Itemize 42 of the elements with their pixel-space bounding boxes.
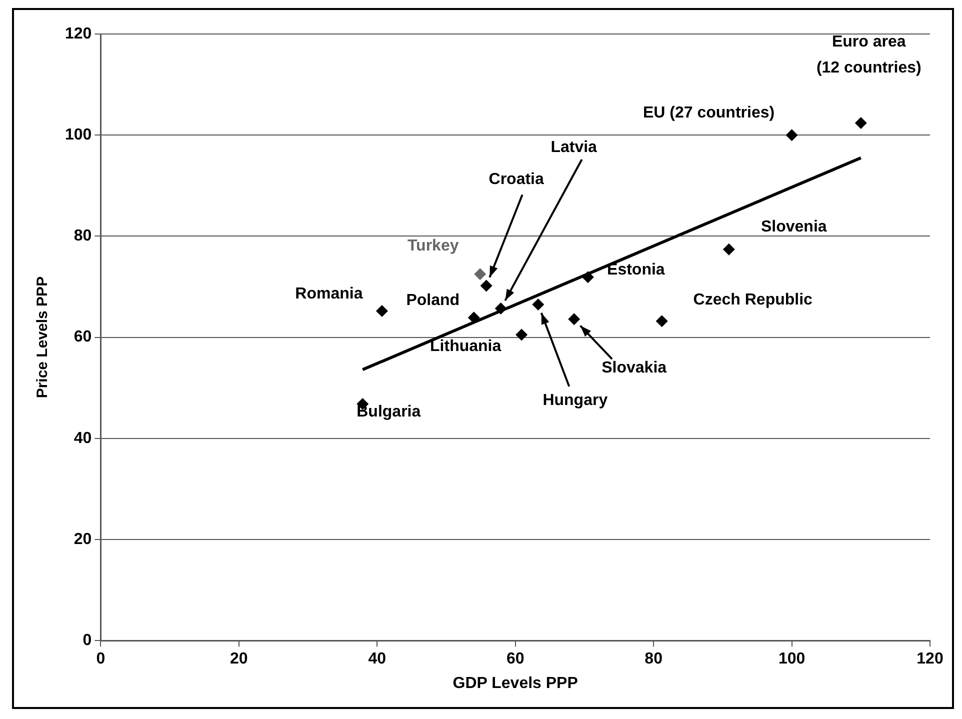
annotation: Latvia: [550, 138, 598, 156]
annotation: Turkey: [407, 238, 459, 255]
annotation: Bulgaria: [356, 403, 421, 420]
x-tick-label: 0: [96, 650, 106, 668]
point: [480, 280, 492, 292]
annotation: Slovenia: [760, 218, 827, 236]
y-tick-label: 80: [74, 228, 92, 245]
x-axis-title: GDP Levels PPP: [452, 674, 578, 692]
x-tick-label: 80: [644, 650, 663, 668]
x-tick-label: 100: [778, 650, 806, 668]
point: [532, 298, 544, 310]
point: [568, 313, 580, 326]
point: [494, 302, 507, 314]
point: [722, 243, 735, 256]
x-tick-label: 20: [230, 650, 248, 668]
y-axis-title: Price Levels PPP: [34, 276, 52, 398]
x-tick-label: 40: [368, 650, 386, 668]
y-tick-label: 40: [74, 430, 92, 447]
annotation: Croatia: [488, 171, 544, 188]
annotation: Romania: [295, 285, 363, 302]
y-tick-label: 120: [64, 25, 92, 42]
x-tick-label: 120: [916, 650, 944, 668]
point: [656, 315, 668, 328]
point: [786, 129, 798, 142]
annotation: Hungary: [542, 392, 608, 409]
point: [516, 328, 528, 341]
y-tick-label: 60: [74, 328, 92, 346]
point: [582, 271, 594, 284]
point: [376, 305, 388, 318]
y-tick-label: 100: [64, 126, 92, 144]
point: [474, 268, 486, 280]
point: [854, 116, 867, 129]
annotation: Euro area (12 countries): [816, 33, 922, 76]
annotation: Estonia: [607, 262, 665, 279]
annotation: EU (27 countries): [642, 104, 775, 122]
y-tick-label: 20: [74, 530, 92, 548]
annotation: Czech Republic: [693, 292, 813, 309]
y-tick-label: 0: [82, 632, 92, 650]
annotation: Lithuania: [430, 338, 502, 356]
annotation: Poland: [406, 292, 460, 309]
annotation: Slovakia: [602, 360, 667, 377]
x-tick-label: 60: [506, 650, 524, 668]
